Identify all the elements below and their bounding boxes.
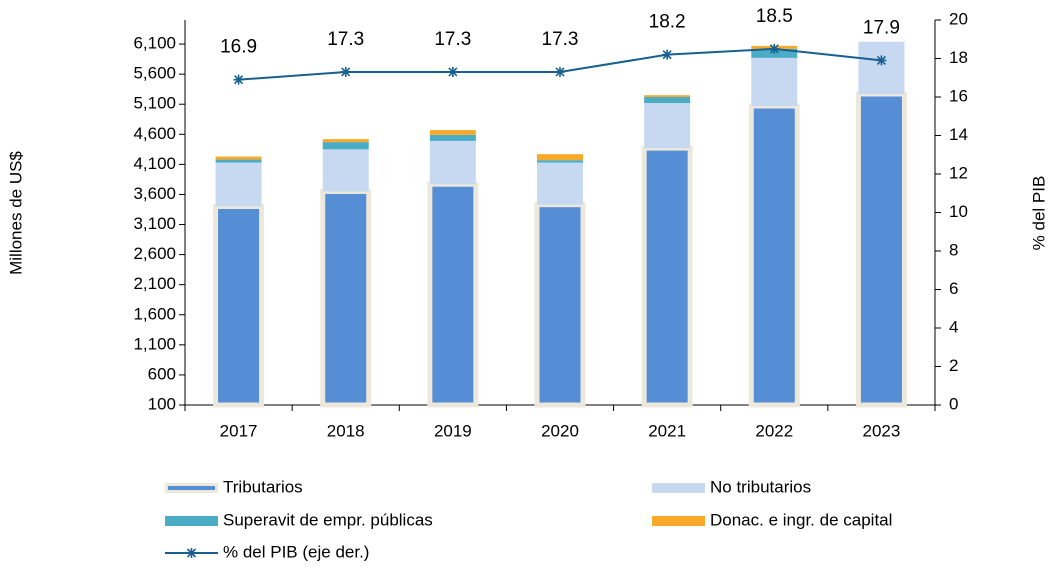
y2-tick-label: 20 <box>949 9 968 28</box>
bar <box>644 103 691 149</box>
marker <box>555 66 565 77</box>
bar <box>213 203 265 408</box>
bar <box>537 154 583 161</box>
y2-tick-label: 16 <box>949 86 968 105</box>
y-axis-label: Millones de US$ <box>6 151 25 275</box>
data-label: 17.9 <box>863 17 900 38</box>
y-tick-label: 3,600 <box>133 184 176 203</box>
marker <box>340 66 351 77</box>
data-label: 18.5 <box>756 6 793 27</box>
legend-label: Donac. e ingr. de capital <box>710 510 892 529</box>
y-tick-label: 2,100 <box>133 274 176 293</box>
bar <box>537 162 583 205</box>
y-tick-label: 4,100 <box>133 154 176 173</box>
marker <box>662 49 673 60</box>
y2-tick-label: 0 <box>949 394 958 413</box>
y2-tick-label: 8 <box>949 240 958 259</box>
legend-swatch <box>652 483 705 493</box>
x-tick-label: 2023 <box>863 421 901 440</box>
data-label: 18.2 <box>649 12 686 33</box>
legend-swatch <box>168 486 215 490</box>
x-tick-label: 2021 <box>648 421 686 440</box>
marker <box>447 66 458 77</box>
legend-label: % del PIB (eje der.) <box>223 542 369 561</box>
bar <box>322 149 369 192</box>
bar <box>429 130 476 135</box>
legend-swatch <box>652 516 705 526</box>
y2-tick-label: 4 <box>949 317 958 336</box>
x-tick-label: 2018 <box>327 421 365 440</box>
x-tick-label: 2019 <box>434 421 472 440</box>
y2-tick-label: 2 <box>949 356 958 375</box>
bar <box>215 156 262 160</box>
y-tick-label: 3,100 <box>133 214 176 233</box>
legend-marker <box>186 548 197 558</box>
bar <box>322 142 369 150</box>
data-label: 17.3 <box>542 29 579 50</box>
bar <box>534 202 586 408</box>
data-label: 17.3 <box>434 29 471 50</box>
legend-label: Superavit de empr. públicas <box>223 510 433 529</box>
legend-label: Tributarios <box>223 477 303 496</box>
bar <box>537 160 583 163</box>
bar <box>320 188 372 408</box>
marker <box>769 43 780 54</box>
bar <box>855 91 907 408</box>
x-tick-label: 2022 <box>755 421 793 440</box>
y-tick-label: 4,600 <box>133 124 176 143</box>
y2-tick-label: 10 <box>949 202 968 221</box>
bar <box>429 134 476 141</box>
data-label: 17.3 <box>327 29 364 50</box>
bar <box>644 97 691 104</box>
y-tick-label: 100 <box>148 394 176 413</box>
y2-tick-label: 18 <box>949 48 968 67</box>
y2-tick-label: 6 <box>949 279 958 298</box>
bar <box>322 139 369 143</box>
bar <box>644 95 691 97</box>
bar <box>429 140 476 185</box>
y2-tick-label: 12 <box>949 163 968 182</box>
bar <box>427 181 479 408</box>
y-tick-label: 5,600 <box>133 64 176 83</box>
y-tick-label: 2,600 <box>133 244 176 263</box>
marker <box>233 74 244 85</box>
y-tick-label: 6,100 <box>133 34 176 53</box>
bar <box>215 162 262 207</box>
legend-label: No tributarios <box>710 477 811 496</box>
legend-swatch <box>165 516 218 526</box>
bar <box>751 57 798 107</box>
x-tick-label: 2020 <box>541 421 579 440</box>
data-label: 16.9 <box>220 37 257 58</box>
bar <box>858 41 905 94</box>
y-tick-label: 5,100 <box>133 94 176 113</box>
x-tick-label: 2017 <box>220 421 258 440</box>
y-tick-label: 1,100 <box>133 334 176 353</box>
y-tick-label: 1,600 <box>133 304 176 323</box>
bar <box>748 103 800 408</box>
y2-tick-label: 14 <box>949 125 968 144</box>
y-tick-label: 600 <box>148 364 176 383</box>
bar <box>641 145 693 408</box>
bar <box>215 159 262 163</box>
marker <box>876 55 887 66</box>
y2-axis-label: % del PIB <box>1029 176 1048 251</box>
